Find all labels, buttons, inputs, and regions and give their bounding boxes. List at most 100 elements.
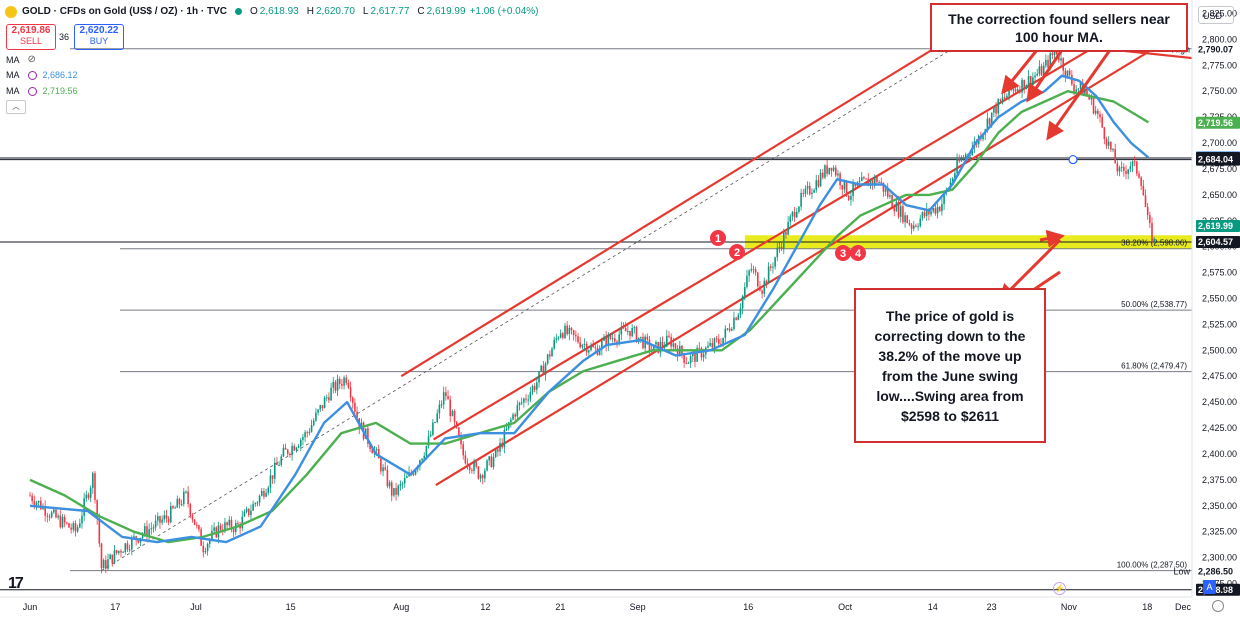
tradingview-logo: 17: [8, 575, 24, 592]
candle-body: [934, 208, 937, 214]
candle-body: [349, 387, 352, 398]
annotation-arrow: [1026, 49, 1064, 103]
candle-body: [735, 317, 737, 320]
candle-body: [653, 344, 655, 351]
candle-body: [746, 275, 748, 288]
candle-body: [941, 203, 943, 212]
channel-upper-line: [400, 38, 950, 378]
candle-body: [377, 449, 380, 459]
candle-body: [252, 503, 254, 511]
ma-legend-green[interactable]: MA 2,719.56: [6, 86, 78, 96]
candle-body: [230, 519, 233, 529]
candle-body: [328, 397, 330, 401]
candle-body: [999, 99, 1002, 101]
candle-body: [1049, 53, 1052, 68]
log-scale-button[interactable]: L: [1223, 582, 1229, 592]
candle-body: [906, 215, 909, 223]
candle-body: [930, 211, 932, 215]
candle-body: [1066, 70, 1069, 77]
candle-body: [1084, 90, 1086, 96]
candle-body: [66, 522, 68, 524]
candle-body: [765, 280, 768, 284]
hidden-eye-icon[interactable]: ⊘: [27, 54, 36, 65]
marker-circle: [729, 244, 745, 260]
candle-body: [583, 343, 586, 345]
candle-body: [886, 188, 889, 197]
candle-body: [182, 491, 185, 505]
x-tick-label: 23: [987, 602, 997, 612]
candle-body: [94, 473, 96, 500]
candle-body: [189, 504, 192, 516]
candle-body: [761, 290, 763, 294]
candle-body: [622, 326, 625, 328]
candle-body: [1133, 161, 1136, 163]
candle-body: [549, 354, 551, 357]
candle-body: [497, 449, 499, 452]
candle-body: [1129, 166, 1132, 170]
candle-body: [148, 529, 150, 537]
candle-body: [867, 178, 870, 187]
candle-body: [120, 550, 122, 553]
candle-body: [1051, 53, 1054, 55]
candle-body: [923, 212, 926, 216]
x-tick-label: 21: [555, 602, 565, 612]
candle-body: [1012, 89, 1015, 91]
sell-button[interactable]: 2,619.86 SELL: [6, 24, 56, 50]
candle-body: [1127, 169, 1129, 174]
y-tick-label: 2,475.00: [1202, 371, 1237, 381]
candle-body: [1036, 73, 1039, 76]
candle-body: [685, 362, 688, 364]
marker-circle: [710, 230, 726, 246]
candle-body: [319, 405, 322, 410]
candle-body: [912, 225, 915, 229]
candle-body: [312, 420, 315, 426]
candle-body: [59, 515, 62, 528]
candle-body: [739, 308, 742, 315]
candle-body: [958, 159, 961, 162]
candle-body: [1006, 95, 1008, 98]
y-tick-label: 2,425.00: [1202, 423, 1237, 433]
candle-body: [341, 384, 343, 386]
flash-icon[interactable]: ⚡: [1053, 582, 1066, 595]
chart-settings-icon[interactable]: [1212, 600, 1224, 612]
candle-body: [144, 526, 146, 535]
change-value: +1.06 (+0.04%): [469, 5, 539, 17]
candle-body: [425, 445, 428, 456]
candle-body: [529, 392, 532, 400]
symbol-title[interactable]: GOLD · CFDs on Gold (US$ / OZ) · 1h · TV…: [22, 5, 227, 17]
candle-body: [845, 180, 848, 196]
candle-body: [455, 421, 458, 428]
candle-body: [826, 165, 828, 174]
line-handle-icon: [1068, 154, 1078, 165]
buy-button[interactable]: 2,620.22 BUY: [74, 24, 124, 50]
candle-body: [964, 154, 967, 159]
candle-body: [315, 412, 317, 421]
candle-body: [1019, 89, 1021, 93]
currency-selector[interactable]: USD: [1198, 6, 1234, 24]
auto-scale-button[interactable]: A: [1203, 580, 1216, 594]
candle-body: [226, 522, 228, 526]
collapse-legend-icon[interactable]: ︿: [6, 100, 26, 114]
candle-body: [354, 402, 356, 412]
candle-body: [1120, 166, 1123, 168]
candle-body: [737, 314, 740, 320]
candle-body: [808, 185, 811, 195]
candle-body: [616, 341, 618, 343]
candle-body: [111, 554, 114, 564]
ma-settings-icon[interactable]: [27, 86, 37, 96]
candle-body: [338, 378, 341, 385]
candle-body: [273, 462, 276, 479]
candle-body: [694, 352, 696, 362]
candle-body: [817, 180, 820, 187]
candle-body: [570, 327, 573, 331]
candle-body: [48, 516, 51, 518]
ma-legend-hidden[interactable]: MA ⊘: [6, 54, 36, 65]
candle-body: [458, 427, 460, 438]
candle-body: [847, 195, 850, 200]
candle-body: [395, 488, 397, 495]
candle-body: [87, 494, 90, 498]
ma-legend-blue[interactable]: MA 2,686.12: [6, 70, 78, 80]
ma-settings-icon[interactable]: [27, 70, 37, 80]
y-tick-label: 2,550.00: [1202, 294, 1237, 304]
